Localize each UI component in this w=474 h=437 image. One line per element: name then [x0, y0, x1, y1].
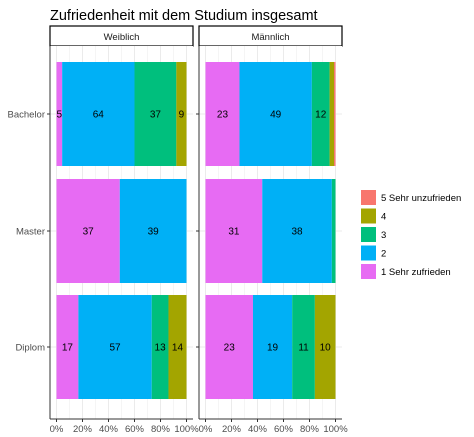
legend-label: 2: [381, 249, 386, 260]
bar-segment: [262, 179, 332, 283]
x-axis: 0% 20% 40% 60% 80% 100%: [50, 418, 199, 435]
bar-segment: [56, 179, 120, 283]
x-tick-label: 60%: [125, 424, 145, 435]
x-tick-label: 0%: [199, 424, 213, 435]
bar-segment: [311, 62, 330, 166]
bar-segment: [62, 62, 135, 166]
bar-segment: [134, 62, 177, 166]
data-label: 11: [298, 343, 309, 354]
y-tick-label: Diplom: [15, 343, 45, 354]
data-label: 49: [270, 110, 282, 121]
bar-segment: [205, 179, 263, 283]
data-label: 64: [93, 110, 105, 121]
data-label: 12: [315, 110, 327, 121]
data-label: 5: [57, 110, 63, 121]
data-label: 31: [228, 227, 240, 238]
legend-label: 3: [381, 230, 386, 241]
x-tick-label: 100%: [323, 424, 348, 435]
bar-segment: [78, 295, 152, 399]
data-label: 37: [150, 110, 162, 121]
data-label: 39: [148, 227, 160, 238]
data-label: 14: [172, 343, 184, 354]
x-tick-label: 40%: [99, 424, 119, 435]
x-tick-label: 60%: [274, 424, 294, 435]
facet-strip-label: Weiblich: [104, 32, 140, 43]
y-tick-label: Master: [16, 227, 45, 238]
legend-key: [361, 264, 376, 279]
x-tick-label: 20%: [73, 424, 93, 435]
data-label: 23: [217, 110, 229, 121]
legend-key: [361, 190, 376, 205]
bar-segment: [119, 179, 187, 283]
y-axis: Bachelor Master Diplom: [8, 110, 199, 354]
bar-segment: [314, 295, 336, 399]
data-label: 17: [62, 343, 74, 354]
x-tick-label: 0%: [50, 424, 64, 435]
bar-segment: [334, 62, 336, 166]
bar-segment: [176, 62, 187, 166]
legend-key: [361, 227, 376, 242]
legend-label: 5 Sehr unzufrieden: [381, 193, 461, 204]
legend: 5 Sehr unzufrieden 4 3 2 1 Sehr zufrieden: [361, 190, 461, 279]
facet-panel-0: Weiblich 5 64 37 9 37 39 17 57 13 14 0% 20% 40% 60% 80%…: [49, 25, 199, 435]
legend-label: 4: [381, 212, 386, 223]
bar-segment: [252, 295, 293, 399]
legend-key: [361, 208, 376, 224]
bar-segment: [329, 62, 335, 166]
data-label: 38: [291, 227, 303, 238]
bar-segment: [292, 295, 315, 399]
bar-segment: [239, 62, 312, 166]
data-label: 37: [83, 227, 95, 238]
x-tick-label: 20%: [222, 424, 242, 435]
bar-segment: [205, 295, 253, 399]
legend-key: [361, 245, 376, 261]
x-axis: 0% 20% 40% 60% 80% 100%: [199, 418, 348, 435]
data-label: 9: [179, 110, 185, 121]
data-label: 23: [224, 343, 236, 354]
bar-segment: [331, 179, 336, 283]
bar-segment: [56, 295, 79, 399]
facet-panels: Weiblich 5 64 37 9 37 39 17 57 13 14 0% 20% 40% 60% 80%…: [49, 25, 348, 435]
facet-strip-label: Männlich: [251, 32, 289, 43]
legend-label: 1 Sehr zufrieden: [381, 267, 451, 278]
data-label: 10: [320, 343, 332, 354]
x-tick-label: 100%: [174, 424, 199, 435]
x-tick-label: 80%: [300, 424, 320, 435]
chart-title: Zufriedenheit mit dem Studium insgesamt: [50, 8, 318, 24]
bar-segment: [151, 295, 169, 399]
data-label: 19: [267, 343, 279, 354]
bar-segment: [205, 62, 240, 166]
y-tick-label: Bachelor: [8, 110, 46, 121]
bar-segment: [168, 295, 187, 399]
bar-segment: [56, 62, 63, 166]
x-tick-label: 80%: [151, 424, 171, 435]
data-label: 13: [155, 343, 167, 354]
data-label: 57: [110, 343, 122, 354]
x-tick-label: 40%: [248, 424, 268, 435]
